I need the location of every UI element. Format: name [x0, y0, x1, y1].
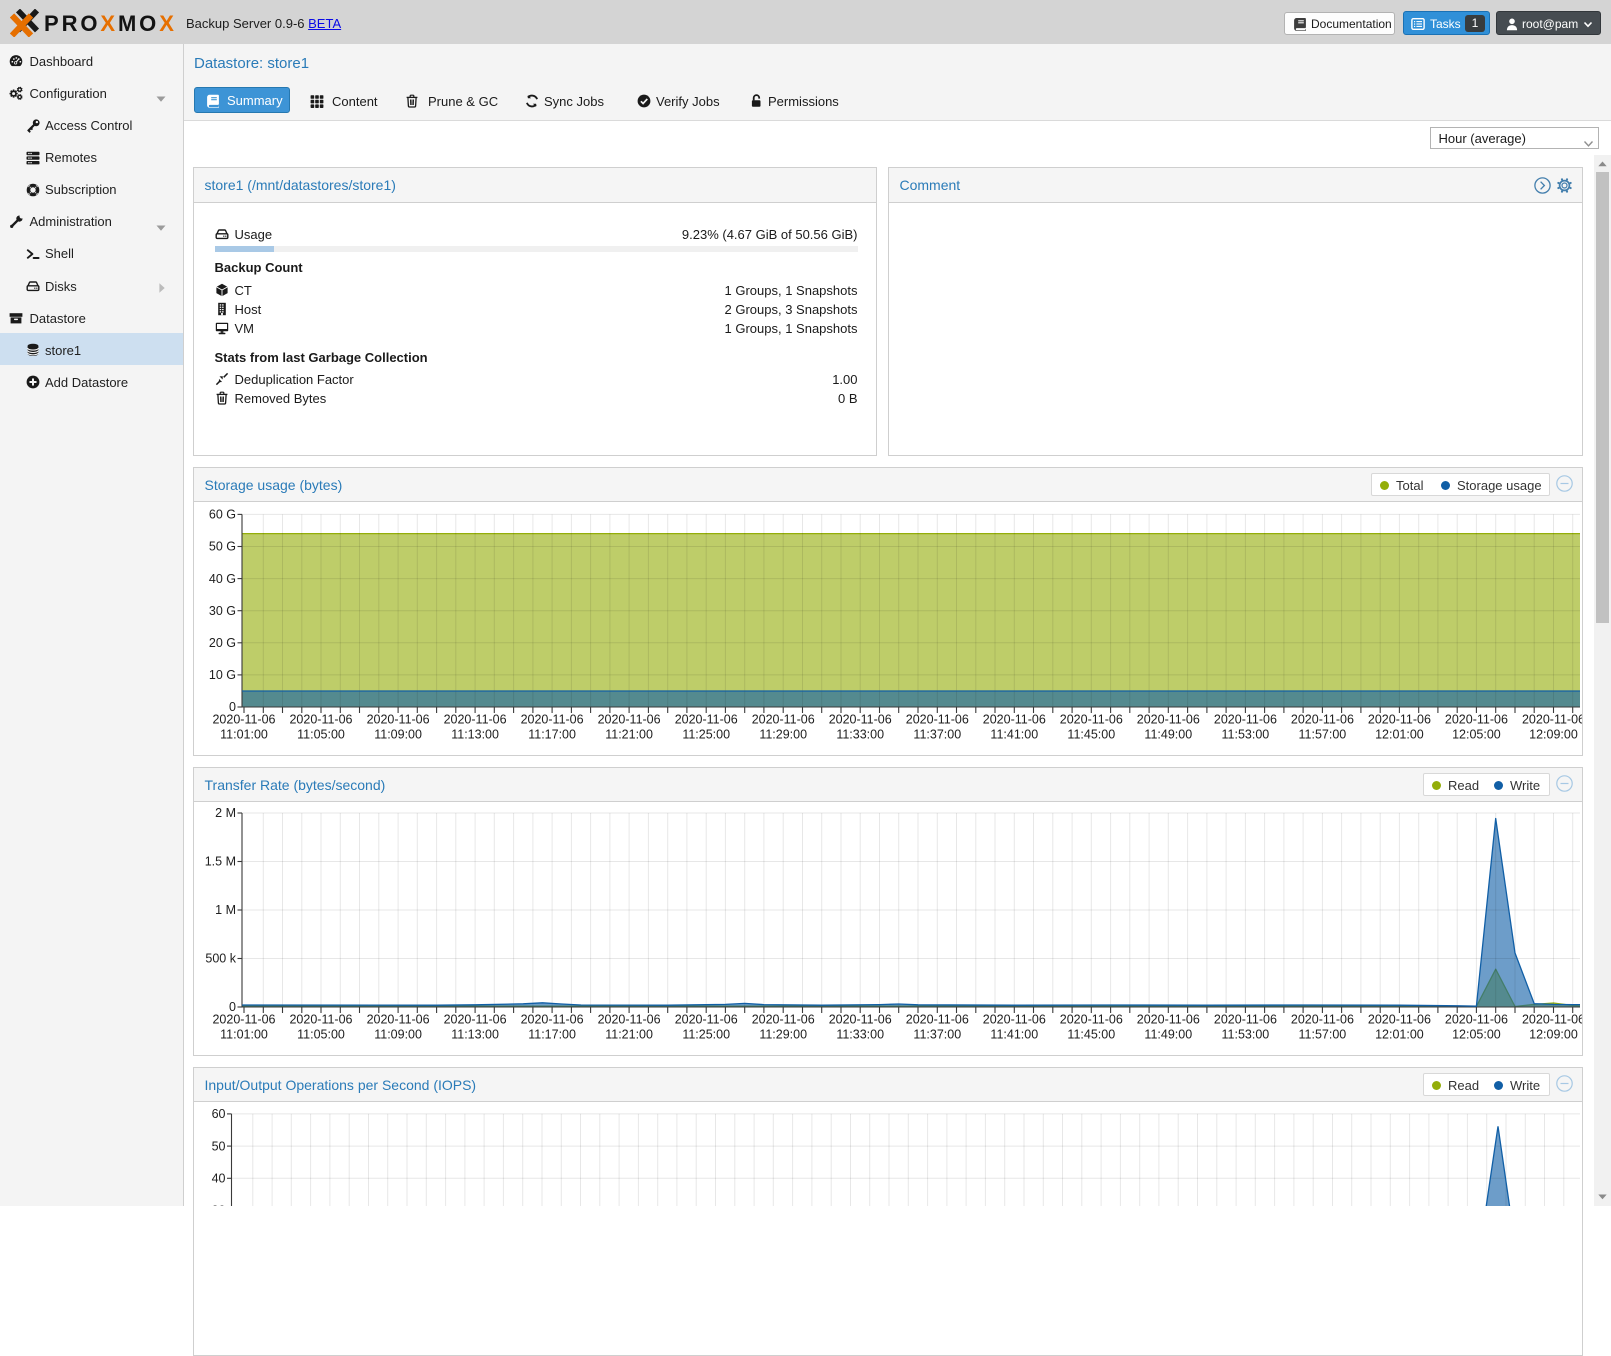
- svg-text:2020-11-06: 2020-11-06: [675, 713, 738, 727]
- svg-text:2020-11-06: 2020-11-06: [444, 713, 507, 727]
- svg-text:11:53:00: 11:53:00: [1222, 728, 1270, 742]
- svg-text:11:25:00: 11:25:00: [682, 1028, 730, 1042]
- svg-text:2020-11-06: 2020-11-06: [829, 1013, 892, 1027]
- svg-text:11:49:00: 11:49:00: [1144, 1028, 1192, 1042]
- svg-text:12:01:00: 12:01:00: [1375, 1028, 1424, 1042]
- svg-text:12:05:00: 12:05:00: [1452, 1028, 1501, 1042]
- svg-text:11:05:00: 11:05:00: [297, 1028, 345, 1042]
- svg-text:1.5 M: 1.5 M: [205, 855, 236, 869]
- svg-text:2020-11-06: 2020-11-06: [367, 1013, 430, 1027]
- svg-text:2020-11-06: 2020-11-06: [212, 713, 275, 727]
- svg-text:11:45:00: 11:45:00: [1067, 1028, 1115, 1042]
- svg-text:2020-11-06: 2020-11-06: [906, 713, 969, 727]
- svg-text:2020-11-06: 2020-11-06: [1445, 1013, 1508, 1027]
- svg-text:2020-11-06: 2020-11-06: [1137, 1013, 1200, 1027]
- svg-text:11:25:00: 11:25:00: [682, 728, 730, 742]
- svg-text:2020-11-06: 2020-11-06: [829, 713, 892, 727]
- svg-text:11:57:00: 11:57:00: [1299, 728, 1347, 742]
- svg-text:2020-11-06: 2020-11-06: [598, 713, 661, 727]
- svg-text:2020-11-06: 2020-11-06: [675, 1013, 738, 1027]
- svg-text:2020-11-06: 2020-11-06: [1060, 1013, 1123, 1027]
- svg-text:12:05:00: 12:05:00: [1452, 728, 1501, 742]
- svg-text:11:17:00: 11:17:00: [528, 1028, 576, 1042]
- svg-text:2020-11-06: 2020-11-06: [1445, 713, 1508, 727]
- svg-text:1 M: 1 M: [215, 903, 236, 917]
- svg-text:11:29:00: 11:29:00: [759, 728, 807, 742]
- svg-text:60: 60: [212, 1107, 226, 1121]
- svg-text:2020-11-06: 2020-11-06: [1291, 713, 1354, 727]
- svg-text:11:09:00: 11:09:00: [374, 728, 422, 742]
- svg-text:30 G: 30 G: [209, 604, 236, 618]
- svg-text:2020-11-06: 2020-11-06: [1291, 1013, 1354, 1027]
- svg-text:2020-11-06: 2020-11-06: [598, 1013, 661, 1027]
- svg-text:11:49:00: 11:49:00: [1144, 728, 1192, 742]
- svg-text:2020-11-06: 2020-11-06: [1060, 713, 1123, 727]
- svg-text:50: 50: [212, 1139, 226, 1153]
- svg-text:11:21:00: 11:21:00: [605, 1028, 653, 1042]
- svg-text:11:21:00: 11:21:00: [605, 728, 653, 742]
- svg-text:50 G: 50 G: [209, 540, 236, 554]
- svg-text:12:01:00: 12:01:00: [1375, 728, 1424, 742]
- svg-text:11:41:00: 11:41:00: [990, 728, 1038, 742]
- svg-text:11:33:00: 11:33:00: [836, 728, 884, 742]
- svg-text:2020-11-06: 2020-11-06: [212, 1013, 275, 1027]
- svg-text:11:01:00: 11:01:00: [220, 728, 268, 742]
- svg-text:11:13:00: 11:13:00: [451, 1028, 499, 1042]
- svg-text:10 G: 10 G: [209, 668, 236, 682]
- svg-text:2020-11-06: 2020-11-06: [1214, 1013, 1277, 1027]
- svg-text:2020-11-06: 2020-11-06: [289, 713, 352, 727]
- svg-text:11:37:00: 11:37:00: [913, 728, 961, 742]
- svg-text:12:09:00: 12:09:00: [1529, 728, 1578, 742]
- svg-text:2020-11-06: 2020-11-06: [752, 713, 815, 727]
- svg-text:2020-11-06: 2020-11-06: [752, 1013, 815, 1027]
- svg-text:11:45:00: 11:45:00: [1067, 728, 1115, 742]
- svg-text:2020-11-06: 2020-11-06: [1522, 713, 1582, 727]
- svg-text:2020-11-06: 2020-11-06: [444, 1013, 507, 1027]
- svg-text:2020-11-06: 2020-11-06: [1214, 713, 1277, 727]
- svg-text:11:09:00: 11:09:00: [374, 1028, 422, 1042]
- svg-text:2020-11-06: 2020-11-06: [1522, 1013, 1582, 1027]
- svg-text:2020-11-06: 2020-11-06: [983, 1013, 1046, 1027]
- svg-text:12:09:00: 12:09:00: [1529, 1028, 1578, 1042]
- svg-text:20 G: 20 G: [209, 636, 236, 650]
- svg-text:2020-11-06: 2020-11-06: [983, 713, 1046, 727]
- svg-text:2020-11-06: 2020-11-06: [367, 713, 430, 727]
- svg-text:2020-11-06: 2020-11-06: [289, 1013, 352, 1027]
- svg-text:2020-11-06: 2020-11-06: [1137, 713, 1200, 727]
- svg-text:11:53:00: 11:53:00: [1222, 1028, 1270, 1042]
- svg-text:11:29:00: 11:29:00: [759, 1028, 807, 1042]
- svg-text:60 G: 60 G: [209, 508, 236, 522]
- svg-text:500 k: 500 k: [205, 952, 236, 966]
- svg-text:2020-11-06: 2020-11-06: [521, 1013, 584, 1027]
- svg-text:11:13:00: 11:13:00: [451, 728, 499, 742]
- svg-text:2020-11-06: 2020-11-06: [521, 713, 584, 727]
- svg-text:40: 40: [212, 1172, 226, 1186]
- svg-text:11:17:00: 11:17:00: [528, 728, 576, 742]
- svg-text:11:41:00: 11:41:00: [990, 1028, 1038, 1042]
- svg-text:11:57:00: 11:57:00: [1299, 1028, 1347, 1042]
- svg-text:11:05:00: 11:05:00: [297, 728, 345, 742]
- svg-text:2020-11-06: 2020-11-06: [1368, 1013, 1431, 1027]
- svg-text:40 G: 40 G: [209, 572, 236, 586]
- svg-text:11:01:00: 11:01:00: [220, 1028, 268, 1042]
- svg-text:2020-11-06: 2020-11-06: [1368, 713, 1431, 727]
- svg-text:2 M: 2 M: [215, 806, 236, 820]
- svg-text:2020-11-06: 2020-11-06: [906, 1013, 969, 1027]
- svg-text:11:37:00: 11:37:00: [913, 1028, 961, 1042]
- svg-text:11:33:00: 11:33:00: [836, 1028, 884, 1042]
